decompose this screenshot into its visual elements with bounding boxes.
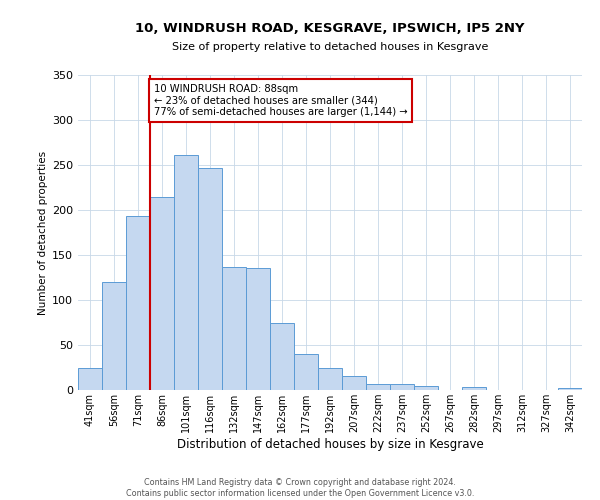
Bar (390, 384, 414, 390)
Bar (150, 198, 174, 390)
Text: Size of property relative to detached houses in Kesgrave: Size of property relative to detached ho… (172, 42, 488, 52)
Bar (126, 216, 150, 390)
Bar (174, 155, 198, 390)
X-axis label: Distribution of detached houses by size in Kesgrave: Distribution of detached houses by size … (176, 438, 484, 451)
Bar (102, 282, 126, 390)
Bar (78, 368, 102, 390)
Bar (414, 386, 438, 390)
Bar (462, 388, 486, 390)
Bar (318, 368, 342, 390)
Bar (198, 168, 222, 390)
Bar (366, 384, 390, 390)
Bar (294, 354, 318, 390)
Text: Contains HM Land Registry data © Crown copyright and database right 2024.
Contai: Contains HM Land Registry data © Crown c… (126, 478, 474, 498)
Bar (270, 322, 294, 390)
Text: 10, WINDRUSH ROAD, KESGRAVE, IPSWICH, IP5 2NY: 10, WINDRUSH ROAD, KESGRAVE, IPSWICH, IP… (135, 22, 525, 36)
Bar (558, 388, 582, 390)
Y-axis label: Number of detached properties: Number of detached properties (38, 150, 48, 314)
Text: 10 WINDRUSH ROAD: 88sqm
← 23% of detached houses are smaller (344)
77% of semi-d: 10 WINDRUSH ROAD: 88sqm ← 23% of detache… (154, 84, 407, 117)
Bar (222, 266, 246, 390)
Bar (342, 376, 366, 390)
Bar (246, 268, 270, 390)
